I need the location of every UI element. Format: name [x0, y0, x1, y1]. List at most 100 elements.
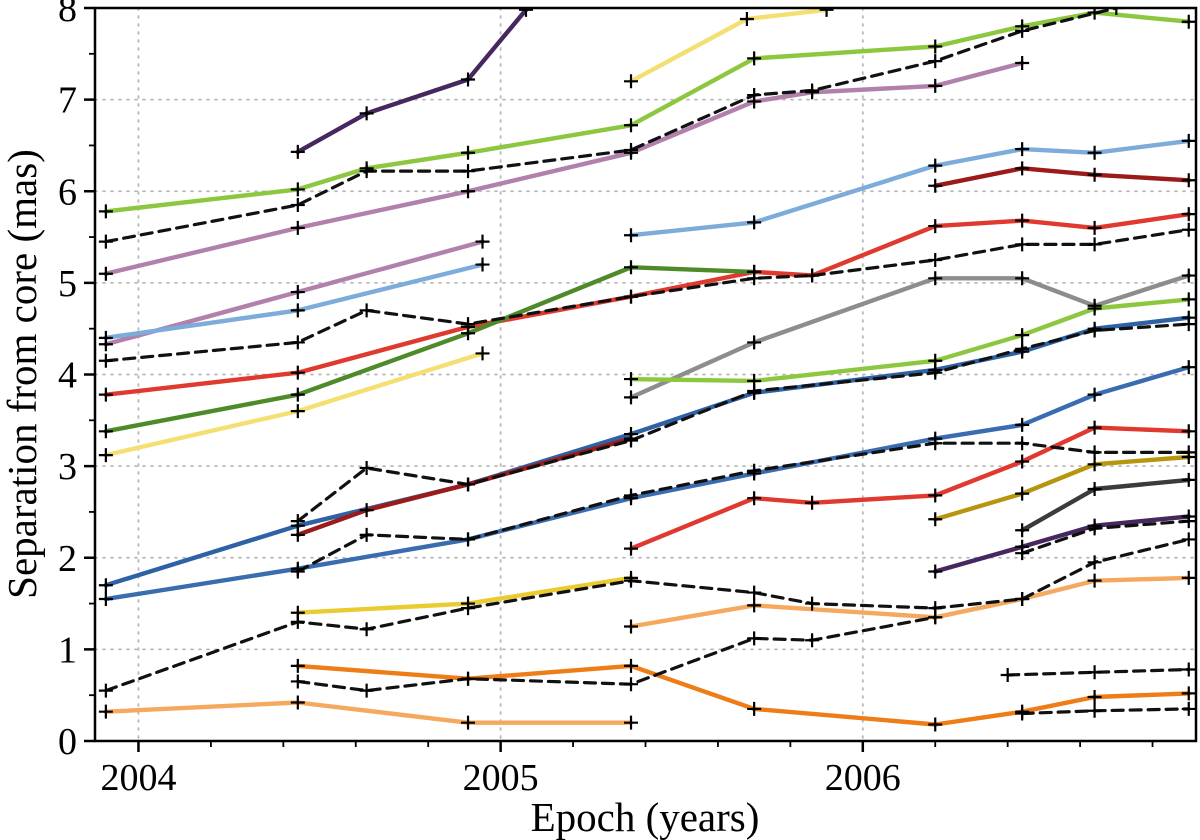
plus-marker [98, 234, 113, 249]
y-tick-label: 4 [58, 355, 77, 397]
plot-area: 2004 2005 2006 0 1 2 3 4 5 6 7 8 [58, 0, 1198, 799]
plus-marker [461, 72, 476, 87]
series-line [103, 10, 1192, 214]
plus-marker [461, 532, 476, 547]
series-line [103, 211, 1192, 397]
plus-marker [290, 303, 305, 318]
plus-marker [1181, 133, 1196, 148]
plus-marker [1015, 706, 1030, 721]
plus-marker [1181, 360, 1196, 375]
series-line [295, 8, 529, 155]
plus-marker [1015, 591, 1030, 606]
plus-marker [359, 106, 374, 121]
series-dashed-right-1 [1006, 667, 1191, 677]
plus-marker [1015, 417, 1030, 432]
series-line [104, 8, 1118, 244]
plus-marker [1087, 482, 1102, 497]
ticks-group: 2004 2005 2006 0 1 2 3 4 5 6 7 8 [58, 0, 1154, 799]
plus-marker [1181, 207, 1196, 222]
plus-marker [359, 164, 374, 179]
series-lightblue-right [628, 138, 1192, 238]
plus-marker [290, 285, 305, 300]
plus-marker [290, 404, 305, 419]
plus-marker [747, 51, 762, 66]
plus-marker [290, 658, 305, 673]
series-line [103, 700, 634, 725]
series-line [103, 60, 1025, 276]
plus-marker [1087, 167, 1102, 182]
series-line [933, 454, 1192, 522]
plus-marker [359, 303, 374, 318]
plus-marker [290, 220, 305, 235]
plus-marker [624, 619, 639, 634]
plus-marker [928, 271, 943, 286]
plus-marker [1087, 457, 1102, 472]
series-dashed-mid-low [296, 441, 1191, 574]
plus-marker [1015, 55, 1030, 70]
plus-marker [98, 704, 113, 719]
plus-marker [1109, 8, 1124, 15]
plus-marker [1015, 237, 1030, 252]
plus-marker [805, 268, 820, 283]
plus-marker [747, 585, 762, 600]
plus-marker [747, 701, 762, 716]
plus-marker [747, 631, 762, 646]
plus-marker [290, 614, 305, 629]
plus-marker [928, 252, 943, 267]
plus-marker [475, 257, 490, 272]
plus-marker [1015, 454, 1030, 469]
plus-marker [1181, 701, 1196, 716]
plus-marker [290, 144, 305, 159]
plus-marker [1181, 445, 1196, 460]
plus-marker [461, 715, 476, 730]
plus-marker [928, 512, 943, 527]
series-darkred-right [933, 166, 1192, 189]
series-orange-light-left [103, 700, 634, 725]
plus-marker [1015, 142, 1030, 157]
plus-marker [805, 633, 820, 648]
plus-marker [1087, 145, 1102, 160]
series-line [1020, 707, 1191, 716]
plus-marker [1087, 445, 1102, 460]
series-olive-right [933, 454, 1192, 522]
plus-marker [461, 317, 476, 332]
plus-marker [98, 591, 113, 606]
series-purple-right [933, 514, 1192, 574]
plus-marker [1015, 213, 1030, 228]
plus-marker [928, 39, 943, 54]
series-dashed-mid-upper [104, 228, 1191, 363]
y-tick-label: 2 [58, 538, 77, 580]
plus-marker [928, 78, 943, 93]
x-tick-label: 2006 [825, 757, 901, 799]
plus-marker [290, 564, 305, 579]
plus-marker [1015, 523, 1030, 538]
series-line [628, 575, 1192, 629]
plus-marker [290, 514, 305, 529]
plus-marker [928, 54, 943, 69]
plus-marker [290, 674, 305, 689]
plus-marker [461, 477, 476, 492]
plus-marker [928, 436, 943, 451]
series-yellow-left [103, 351, 485, 458]
plus-marker [747, 215, 762, 230]
plus-marker [290, 197, 305, 212]
plus-marker [1181, 472, 1196, 487]
plus-marker [805, 596, 820, 611]
plus-marker [290, 182, 305, 197]
plus-marker [1015, 328, 1030, 343]
series-red-long [103, 211, 1192, 397]
plus-marker [1181, 14, 1196, 29]
plus-marker [624, 488, 639, 503]
plus-marker [1087, 387, 1102, 402]
plus-marker [928, 610, 943, 625]
series-green-upper-long [103, 10, 1192, 214]
plus-marker [1087, 573, 1102, 588]
plus-marker [624, 118, 639, 133]
plus-marker [747, 271, 762, 286]
plus-marker [461, 671, 476, 686]
plus-marker [98, 448, 113, 463]
plus-marker [1087, 301, 1102, 316]
plus-marker [1015, 341, 1030, 356]
